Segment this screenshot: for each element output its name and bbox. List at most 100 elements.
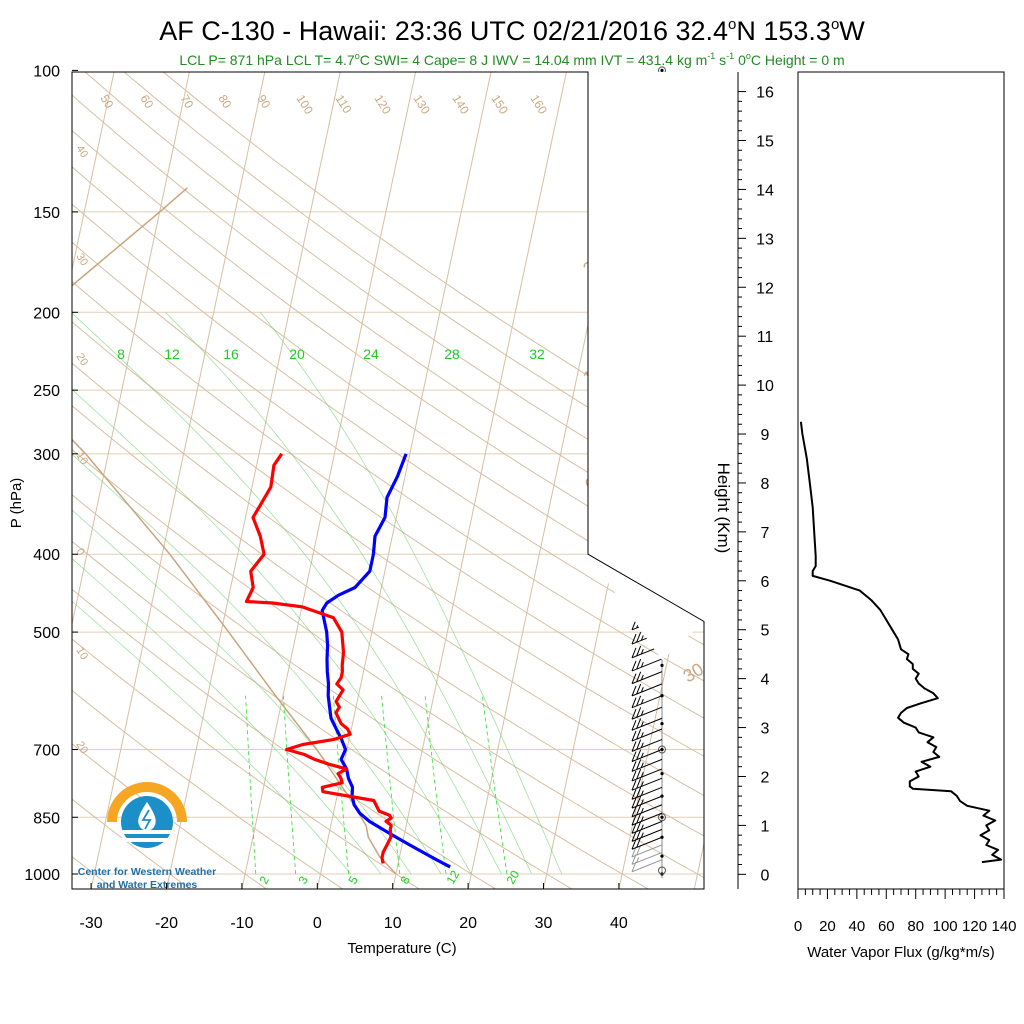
temperature-curve [244, 452, 393, 864]
wind-barb-half-feather [640, 816, 644, 822]
flux-frame [797, 71, 1005, 890]
logo-sun-arc [107, 782, 187, 823]
wind-barb-half-feather [640, 662, 644, 668]
height-marker-circle [658, 813, 666, 822]
height-tick-label: 8 [761, 476, 770, 493]
y-tick-label: 1000 [24, 867, 60, 884]
wind-barb-half-feather [640, 710, 644, 716]
isotherm-line [72, 72, 115, 273]
wind-barb-feather [631, 789, 637, 800]
wind-barb-feather [631, 761, 637, 772]
isotherm-label-top: 70 [177, 92, 196, 111]
isotherm-line [770, 72, 944, 889]
dry-adiabat-line [72, 321, 704, 757]
y-tick-label: 300 [33, 447, 60, 464]
wind-barb-staff [631, 859, 663, 873]
y-tick-label: 100 [33, 63, 60, 80]
mixing-ratio-label-top: 20 [289, 346, 305, 362]
flux-tick-label: 100 [933, 918, 958, 935]
wind-barb-feather [636, 718, 642, 729]
wind-barb-half-feather [640, 799, 644, 805]
moist-adiabat-line [72, 388, 472, 875]
height-marker-dot [660, 771, 664, 776]
height-tick-label: 4 [761, 672, 770, 689]
moist-adiabat-line [72, 600, 352, 875]
wind-barb-half-feather [640, 687, 644, 693]
isotherm-label-left: 0 [73, 546, 86, 558]
mixing-ratio-line [245, 695, 257, 875]
wind-barb-feather [636, 768, 642, 780]
wind-barb-feather [636, 728, 642, 740]
moist-adiabat-line [260, 312, 563, 875]
logo-text-line1: Center for Western Weather [78, 866, 216, 878]
height-tick-label: 9 [761, 427, 770, 444]
logo-text-line2: and Water Extremes [97, 879, 198, 891]
wind-barb-feather [636, 821, 642, 832]
height-axis-label: Height (Km) [714, 463, 733, 554]
wind-barb-feather [631, 741, 637, 752]
wind-barb-half-feather [640, 772, 644, 778]
wind-barb-feather [631, 846, 637, 858]
isotherm-line [90, 72, 266, 889]
flux-series [799, 421, 1003, 864]
wind-barb-staff [631, 717, 663, 731]
wind-barb-half-feather [640, 742, 644, 748]
isotherm-label-top: 140 [449, 92, 472, 117]
wind-barb-staff [631, 658, 663, 672]
wind-barb-feather [631, 633, 637, 645]
wind-barb-half-feather [640, 832, 644, 838]
mixing-ratio-label-top: 8 [117, 346, 125, 362]
skewt-panel: 50 60 70 80 90 100 110 120 130 140 150 160403020100… [24, 63, 944, 932]
mixing-ratio-label-top: 16 [223, 346, 239, 362]
isotherm-label-top: 130 [410, 92, 433, 117]
height-tick-label: 1 [761, 818, 770, 835]
plot-border [71, 71, 705, 890]
mixing-ratio-label-top: 28 [444, 346, 460, 362]
height-tick-label: 10 [756, 378, 774, 395]
mixing-ratio-line [482, 695, 508, 875]
parcel-curve [72, 187, 397, 875]
moist-adiabat-line [165, 312, 532, 875]
dry-adiabat-line [72, 638, 421, 889]
mixing-ratio-label-top: 24 [363, 346, 379, 362]
y-tick-label: 850 [33, 810, 60, 827]
wind-barb-feather [636, 632, 642, 643]
isotherm-line [316, 72, 492, 889]
y-axis-label: P (hPa) [8, 478, 25, 529]
isotherm-line [72, 72, 190, 627]
x-tick-label: 20 [459, 915, 477, 932]
isotherm-label-top: 110 [332, 92, 354, 116]
flux-tick-label: 40 [849, 918, 866, 935]
isotherm-label-top: 160 [527, 92, 550, 117]
y-tick-label: 500 [33, 625, 60, 642]
wind-barb-half-feather [640, 781, 644, 787]
y-tick-label: 150 [33, 205, 60, 222]
isotherm-label-left: 20 [73, 739, 90, 756]
mixing-ratio-line [283, 695, 297, 875]
wind-barb-feather [631, 685, 637, 697]
wind-barb-feather [636, 844, 642, 856]
moist-adiabat-line [72, 312, 502, 875]
height-tick-label: 16 [756, 85, 774, 102]
mixing-ratio-label-bottom: 2 [256, 873, 272, 886]
wind-barb-half-feather [636, 857, 640, 863]
y-tick-label: 200 [33, 305, 60, 322]
dry-adiabat-line [72, 362, 704, 797]
wind-barb-feather [636, 829, 642, 840]
x-tick-label: 30 [535, 915, 553, 932]
wind-barb-feather [636, 683, 642, 695]
logo-wave-1 [118, 830, 176, 834]
y-tick-label: 700 [33, 743, 60, 760]
wind-barb-half-feather [640, 635, 644, 641]
wind-barb-feather [636, 707, 642, 718]
wind-barb-half-feather [640, 698, 644, 705]
dry-adiabat-line [72, 203, 704, 646]
dry-adiabat-line [72, 94, 704, 543]
moist-adiabat-line [72, 453, 442, 875]
wind-barb-feather [636, 645, 642, 657]
isotherm-line [166, 72, 341, 889]
y-tick-label: 250 [33, 383, 60, 400]
dry-adiabat-line [72, 166, 704, 611]
